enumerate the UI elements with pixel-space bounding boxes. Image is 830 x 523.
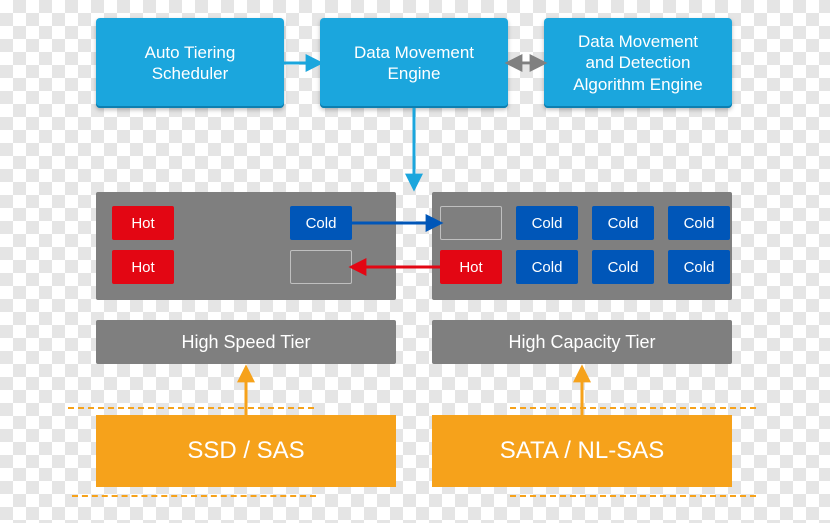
chip-label: Cold: [684, 215, 715, 232]
chip-cold: Cold: [290, 206, 352, 240]
dash-line: [510, 407, 756, 409]
chip-label: Cold: [532, 259, 563, 276]
chip-ghost: [440, 206, 502, 240]
diagram-stage: Auto TieringScheduler Data MovementEngin…: [0, 0, 830, 523]
chip-ghost: [290, 250, 352, 284]
box-auto-tiering-scheduler: Auto TieringScheduler: [96, 18, 284, 108]
text: High Speed Tier: [181, 332, 310, 353]
chip-cold: Cold: [516, 250, 578, 284]
chip-label: Cold: [608, 215, 639, 232]
box-sata-nlsas: SATA / NL-SAS: [432, 415, 732, 487]
chip-label: Cold: [608, 259, 639, 276]
chip-label: Cold: [532, 215, 563, 232]
text: High Capacity Tier: [508, 332, 655, 353]
label-high-speed-tier: High Speed Tier: [96, 320, 396, 364]
dash-line: [510, 495, 756, 497]
label: Auto TieringScheduler: [145, 42, 236, 85]
chip-cold: Cold: [668, 206, 730, 240]
chip-hot: Hot: [112, 250, 174, 284]
chip-label: Hot: [131, 259, 154, 276]
dash-line: [68, 407, 314, 409]
chip-label: Hot: [459, 259, 482, 276]
dash-line: [72, 495, 316, 497]
chip-cold: Cold: [668, 250, 730, 284]
box-data-movement-engine: Data MovementEngine: [320, 18, 508, 108]
chip-label: Hot: [131, 215, 154, 232]
label: SSD / SAS: [187, 437, 304, 465]
label-high-capacity-tier: High Capacity Tier: [432, 320, 732, 364]
chip-hot: Hot: [440, 250, 502, 284]
chip-label: Cold: [306, 215, 337, 232]
label: SATA / NL-SAS: [500, 437, 665, 465]
chip-cold: Cold: [592, 250, 654, 284]
chip-cold: Cold: [592, 206, 654, 240]
label: Data MovementEngine: [354, 42, 474, 85]
box-ssd-sas: SSD / SAS: [96, 415, 396, 487]
label: Data Movementand DetectionAlgorithm Engi…: [573, 31, 702, 95]
chip-label: Cold: [684, 259, 715, 276]
chip-hot: Hot: [112, 206, 174, 240]
chip-cold: Cold: [516, 206, 578, 240]
box-data-movement-detection: Data Movementand DetectionAlgorithm Engi…: [544, 18, 732, 108]
